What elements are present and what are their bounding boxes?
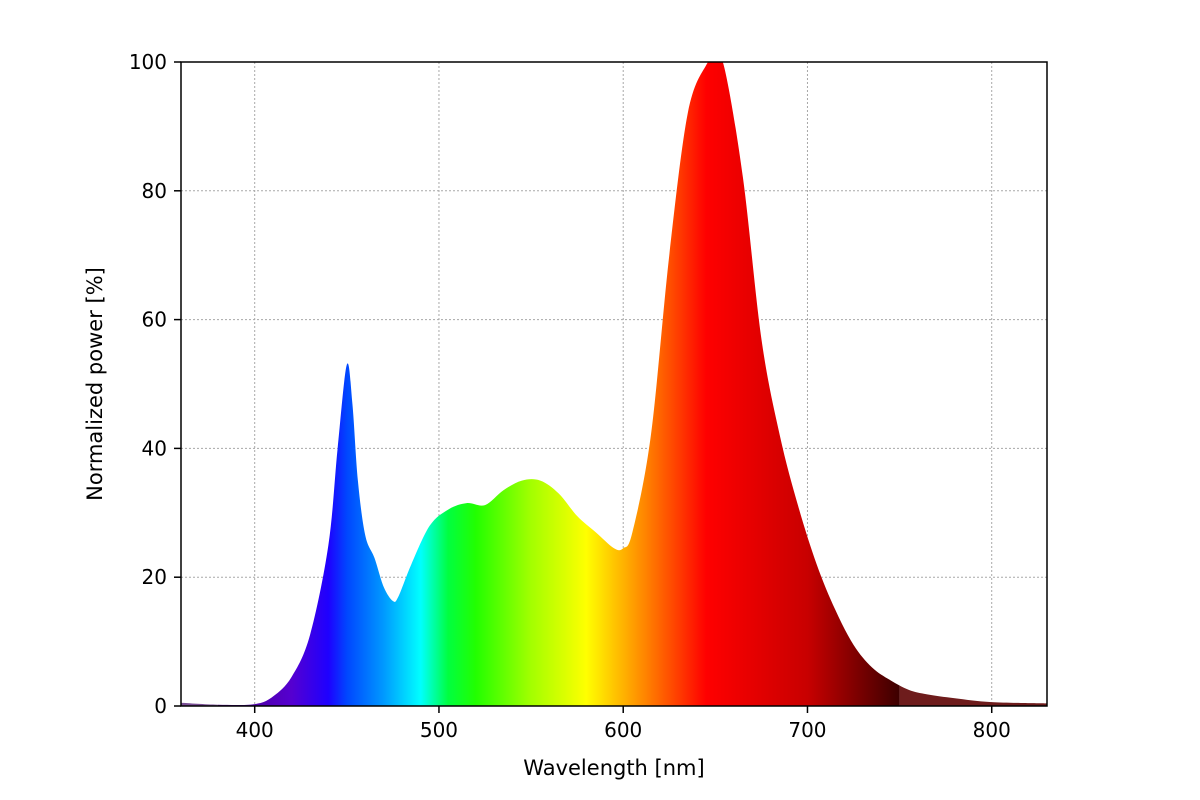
axis-ticks: 400 500 600 700 800 0 20 40 60 80 100 (129, 50, 1011, 742)
x-tick-label: 600 (604, 718, 642, 742)
plot-frame (180, 61, 1048, 707)
x-tick-label: 500 (420, 718, 458, 742)
y-tick-label: 100 (129, 50, 167, 74)
x-tick-label: 400 (236, 718, 274, 742)
y-tick-label: 40 (142, 436, 167, 460)
near-uv-fill (181, 702, 218, 706)
y-tick-label: 20 (142, 565, 167, 589)
spectrum-area (181, 62, 1047, 706)
y-tick-label: 0 (154, 694, 167, 718)
x-tick-label: 800 (973, 718, 1011, 742)
y-tick-label: 80 (142, 179, 167, 203)
y-axis-label: Normalized power [%] (83, 267, 107, 501)
visible-spectrum-fill (217, 62, 900, 706)
infrared-fill (899, 685, 1047, 706)
y-tick-label: 60 (142, 308, 167, 332)
x-tick-label: 700 (788, 718, 826, 742)
x-axis-label: Wavelength [nm] (523, 756, 704, 780)
